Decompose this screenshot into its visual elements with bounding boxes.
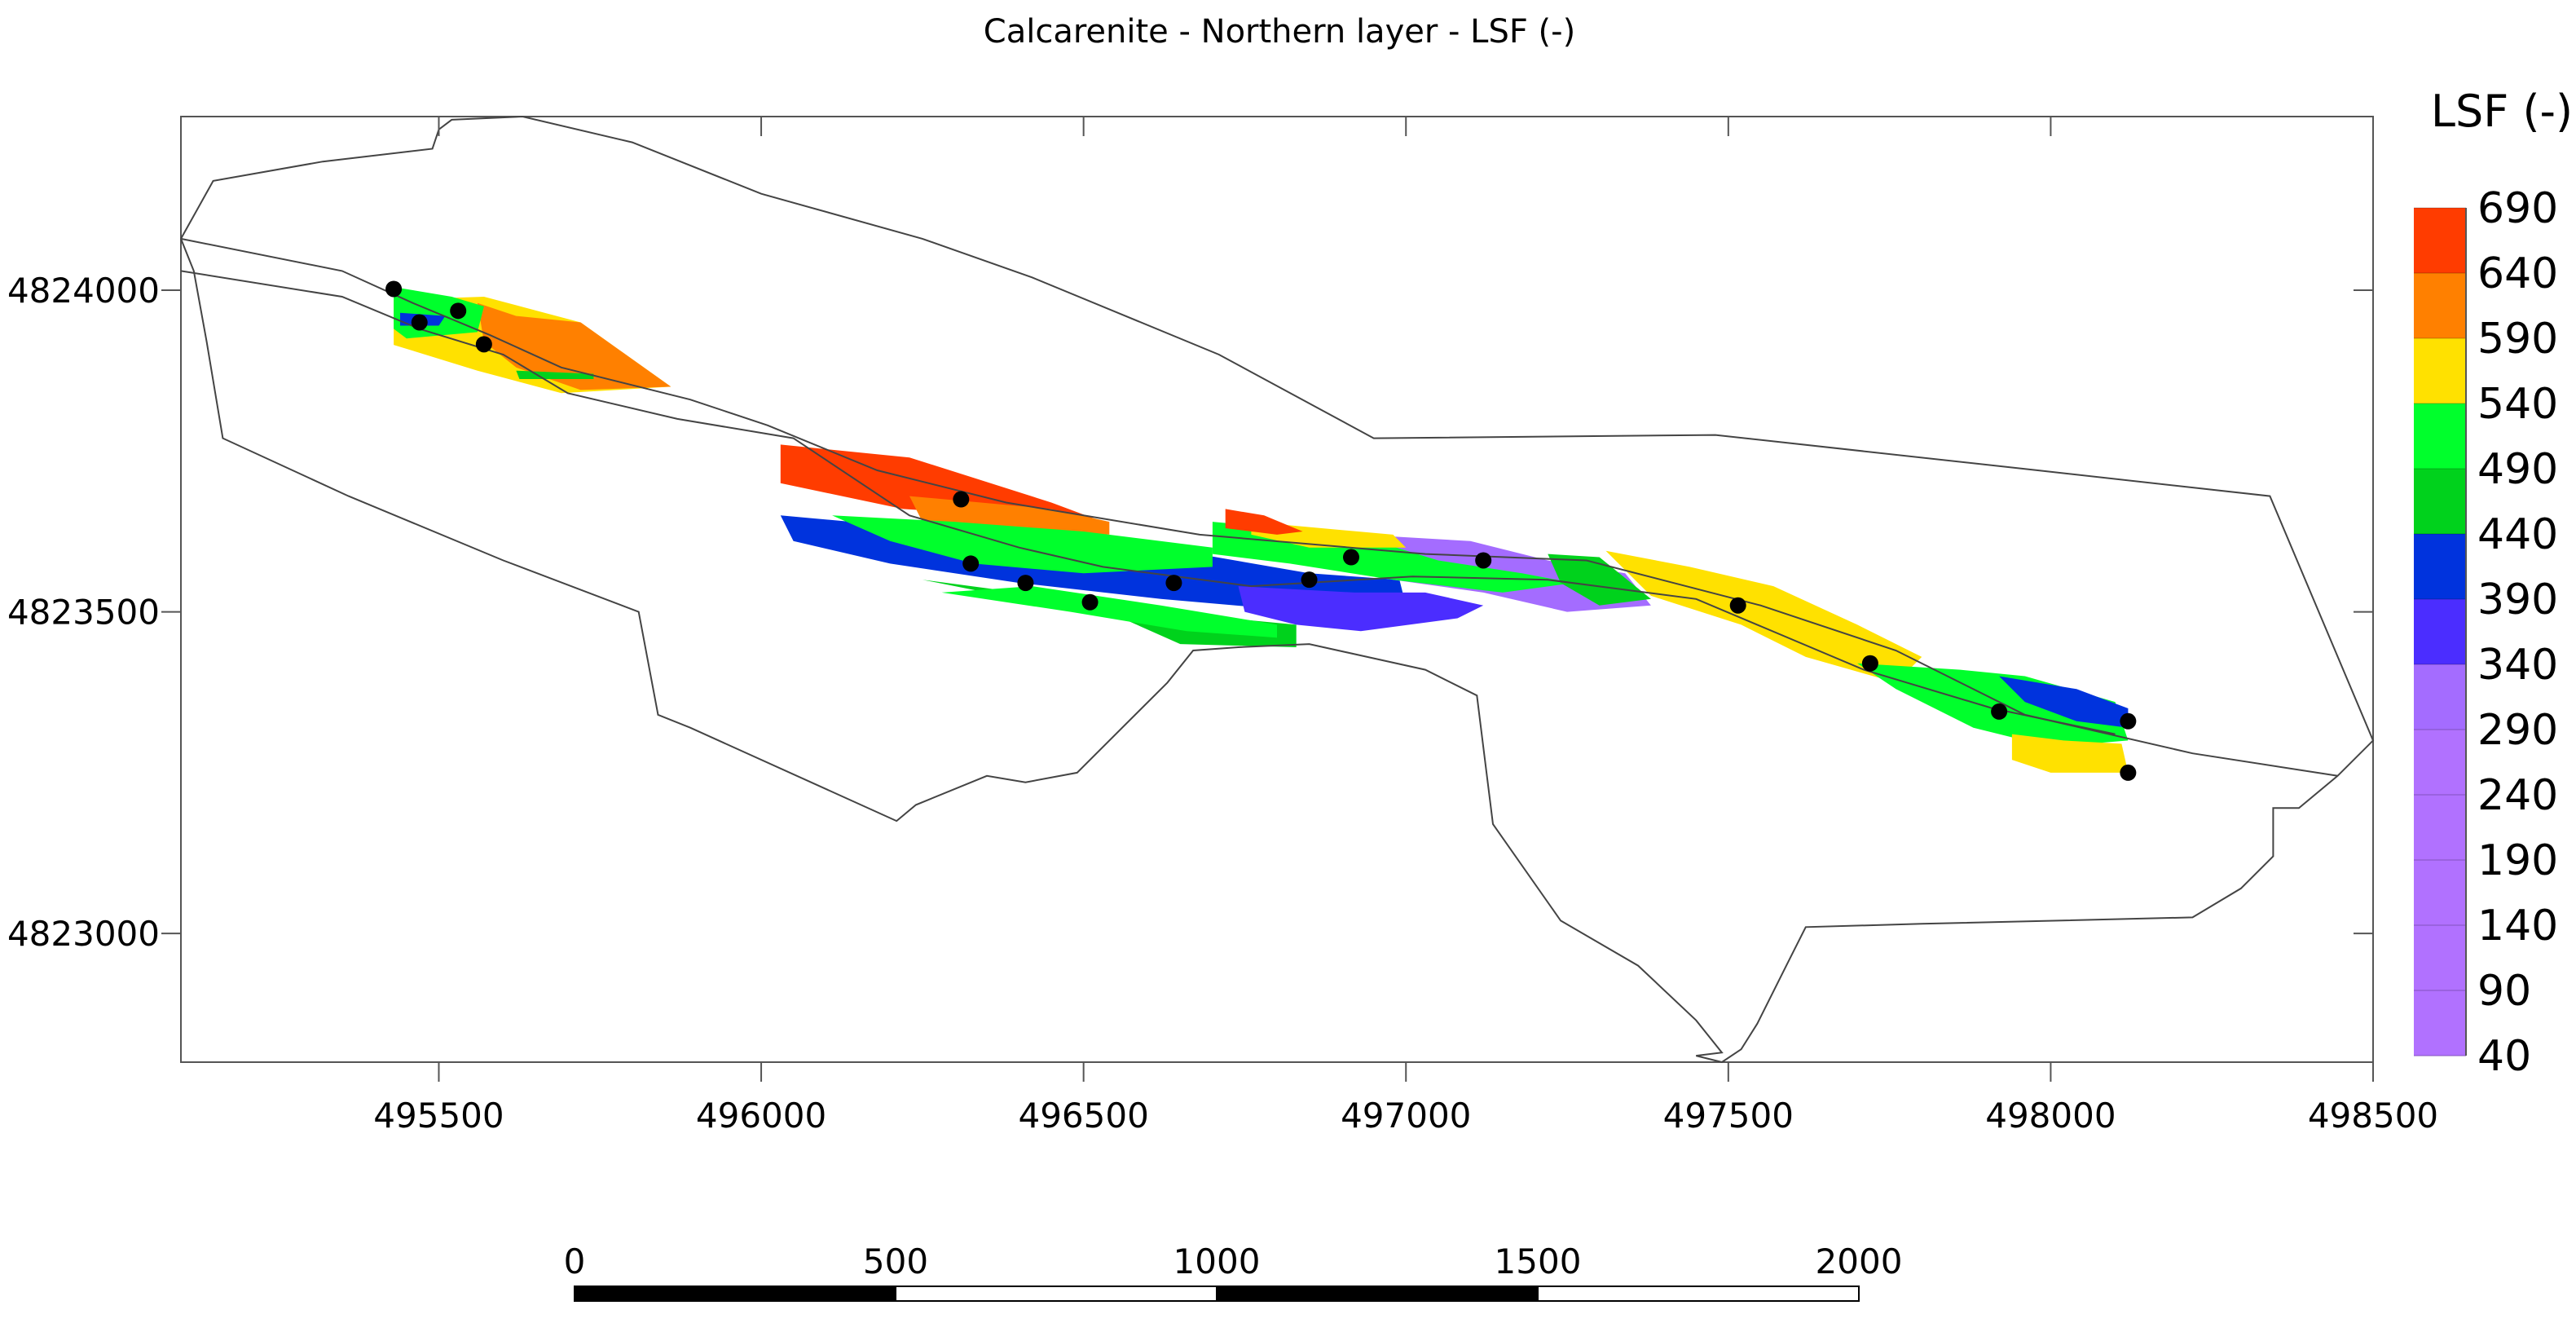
colorbar-swatch (2414, 860, 2466, 926)
scale-bar-segment (895, 1286, 1218, 1302)
colorbar-label: 340 (2477, 641, 2558, 690)
lsf-patch-390-440 (1999, 676, 2129, 728)
colorbar-swatch (2414, 990, 2466, 1056)
scale-bar-segment (574, 1286, 896, 1302)
y-tick-label: 4823000 (7, 914, 160, 954)
sample-point (385, 280, 403, 298)
trace-line-lower (180, 270, 2116, 735)
colorbar-swatch (2414, 534, 2466, 600)
scale-bar-labels: 0 500 1000 1500 2000 (564, 1241, 1903, 1281)
colorbar-swatch (2414, 730, 2466, 796)
colorbar-label: 640 (2477, 249, 2558, 298)
area-boundary-line (180, 115, 2375, 1064)
sample-point (1081, 593, 1099, 611)
sample-point (450, 302, 467, 320)
colorbar-label: 390 (2477, 576, 2558, 624)
colorbar-swatch (2414, 404, 2466, 470)
colorbar-swatch (2414, 208, 2466, 274)
lsf-patch-490-540 (941, 586, 1277, 638)
colorbar-title: LSF (-) (2431, 86, 2573, 137)
sample-point (2120, 712, 2137, 730)
sample-point (1017, 575, 1034, 592)
colorbar-swatch (2414, 664, 2466, 730)
map-title: Calcarenite - Northern layer - LSF (-) (984, 13, 1575, 51)
scale-bar: 0 500 1000 1500 2000 (564, 1241, 1903, 1302)
colorbar-swatch (2414, 925, 2466, 991)
sample-point (1729, 597, 1746, 614)
lsf-patch-440-490 (1548, 553, 1651, 606)
sample-point (2120, 764, 2137, 781)
lsf-patch-490-540 (1857, 663, 2129, 747)
sample-point (1475, 552, 1492, 569)
colorbar-label: 140 (2477, 902, 2558, 950)
x-tick-label: 498500 (2308, 1096, 2438, 1136)
lsf-patch-540-590 (1605, 550, 1922, 683)
x-tick-label: 498000 (1985, 1096, 2116, 1136)
colorbar-swatch (2414, 273, 2466, 339)
sample-point (1861, 655, 1878, 672)
sample-point (475, 336, 492, 353)
lsf-patch-540-590 (2011, 734, 2129, 773)
sample-point (1342, 549, 1359, 566)
colorbar-label: 540 (2477, 380, 2558, 429)
colorbar-label: 290 (2477, 706, 2558, 755)
colorbar-label: 190 (2477, 836, 2558, 885)
x-tick-label: 497500 (1663, 1096, 1794, 1136)
colorbar-label: 690 (2477, 184, 2558, 233)
sample-points-layer (385, 280, 2137, 781)
scale-bar-label: 1000 (1174, 1241, 1261, 1281)
scale-bar-label: 0 (564, 1241, 586, 1281)
colorbar-label: 40 (2477, 1032, 2531, 1081)
colorbar: LSF (-) 690 640 590 540 490 440 390 340 290 240 19… (2414, 86, 2573, 1081)
sample-point (1991, 703, 2008, 720)
lsf-patch-440-490 (516, 370, 594, 379)
colorbar-label: 590 (2477, 315, 2558, 364)
colorbar-labels: 690 640 590 540 490 440 390 340 290 240 190 140 90 40 (2477, 184, 2558, 1081)
colorbar-swatches (2414, 207, 2467, 1056)
trace-line-upper (180, 237, 2338, 777)
scale-bar-label: 1500 (1495, 1241, 1582, 1281)
colorbar-label: 440 (2477, 510, 2558, 559)
scale-bar-segment (1537, 1286, 1860, 1302)
lsf-contour-layer (394, 287, 2129, 773)
scale-bar-label: 500 (863, 1241, 928, 1281)
y-tick-label: 4823500 (7, 593, 160, 633)
colorbar-swatch (2414, 338, 2466, 404)
colorbar-label: 490 (2477, 445, 2558, 494)
sample-point (1301, 571, 1318, 589)
sample-point (953, 491, 970, 508)
lsf-patch-640-690 (1225, 509, 1303, 535)
lsf-patch-340-390 (1238, 586, 1484, 632)
y-tick-label: 4824000 (7, 271, 160, 311)
colorbar-label: 90 (2477, 967, 2531, 1016)
scale-bar-label: 2000 (1816, 1241, 1903, 1281)
x-tick-label: 496000 (696, 1096, 826, 1136)
x-tick-label: 495500 (373, 1096, 504, 1136)
x-tick-label: 496500 (1018, 1096, 1148, 1136)
boundary-layer (180, 115, 2375, 1064)
colorbar-swatch (2414, 795, 2466, 861)
x-tick-label: 497000 (1341, 1096, 1471, 1136)
colorbar-label: 240 (2477, 771, 2558, 820)
lsf-patch-490-540 (832, 515, 1213, 574)
map-frame: 495500 496000 496500 497000 497500 498000 4985… (7, 115, 2438, 1136)
sample-point (962, 555, 980, 572)
scale-bar-segment (1216, 1286, 1539, 1302)
axis-ticks: 495500 496000 496500 497000 497500 498000 4985… (7, 117, 2438, 1136)
colorbar-swatch (2414, 599, 2466, 665)
colorbar-swatch (2414, 469, 2466, 535)
sample-point (1165, 575, 1182, 592)
sample-point (411, 314, 428, 331)
scale-bar-segments (574, 1286, 1860, 1302)
